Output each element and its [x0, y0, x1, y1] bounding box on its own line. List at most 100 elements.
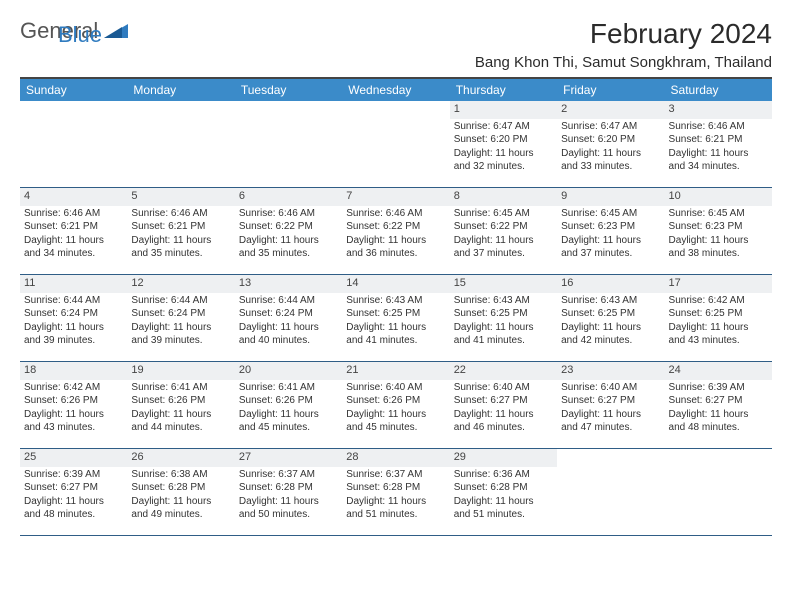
day-details: Sunrise: 6:40 AMSunset: 6:27 PMDaylight:… [450, 380, 557, 440]
day-number: 12 [127, 275, 234, 293]
daylight-line1: Daylight: 11 hours [454, 148, 553, 161]
sunrise-text: Sunrise: 6:44 AM [239, 295, 338, 308]
day-details: Sunrise: 6:46 AMSunset: 6:22 PMDaylight:… [342, 206, 449, 266]
sunrise-text: Sunrise: 6:47 AM [454, 121, 553, 134]
day-details: Sunrise: 6:39 AMSunset: 6:27 PMDaylight:… [665, 380, 772, 440]
daylight-line1: Daylight: 11 hours [24, 235, 123, 248]
day-cell: 21Sunrise: 6:40 AMSunset: 6:26 PMDayligh… [342, 362, 449, 448]
day-cell: 16Sunrise: 6:43 AMSunset: 6:25 PMDayligh… [557, 275, 664, 361]
sunrise-text: Sunrise: 6:36 AM [454, 469, 553, 482]
daylight-line2: and 32 minutes. [454, 161, 553, 174]
day-details: Sunrise: 6:37 AMSunset: 6:28 PMDaylight:… [235, 467, 342, 527]
sunrise-text: Sunrise: 6:38 AM [131, 469, 230, 482]
day-details: Sunrise: 6:46 AMSunset: 6:21 PMDaylight:… [127, 206, 234, 266]
sunrise-text: Sunrise: 6:46 AM [239, 208, 338, 221]
day-details: Sunrise: 6:47 AMSunset: 6:20 PMDaylight:… [450, 119, 557, 179]
day-cell: 2Sunrise: 6:47 AMSunset: 6:20 PMDaylight… [557, 101, 664, 187]
weekday-header: Friday [557, 79, 664, 101]
sunrise-text: Sunrise: 6:46 AM [24, 208, 123, 221]
sunrise-text: Sunrise: 6:37 AM [346, 469, 445, 482]
sunrise-text: Sunrise: 6:42 AM [669, 295, 768, 308]
day-cell [665, 449, 772, 535]
weekday-header: Monday [127, 79, 234, 101]
day-cell: 7Sunrise: 6:46 AMSunset: 6:22 PMDaylight… [342, 188, 449, 274]
day-number: 28 [342, 449, 449, 467]
day-cell: 27Sunrise: 6:37 AMSunset: 6:28 PMDayligh… [235, 449, 342, 535]
day-number: 15 [450, 275, 557, 293]
daylight-line1: Daylight: 11 hours [346, 235, 445, 248]
sunset-text: Sunset: 6:21 PM [669, 134, 768, 147]
daylight-line1: Daylight: 11 hours [454, 409, 553, 422]
sunrise-text: Sunrise: 6:41 AM [239, 382, 338, 395]
day-details: Sunrise: 6:45 AMSunset: 6:23 PMDaylight:… [665, 206, 772, 266]
daylight-line1: Daylight: 11 hours [454, 322, 553, 335]
day-cell: 25 Sunrise: 6:39 AMSunset: 6:27 PMDayligh… [20, 449, 127, 535]
sunset-text: Sunset: 6:25 PM [454, 308, 553, 321]
day-details: Sunrise: 6:44 AMSunset: 6:24 PMDaylight:… [20, 293, 127, 353]
day-cell [20, 101, 127, 187]
daylight-line2: and 33 minutes. [561, 161, 660, 174]
sunrise-text: Sunrise: 6:42 AM [24, 382, 123, 395]
daylight-line1: Daylight: 11 hours [346, 409, 445, 422]
day-details: Sunrise: 6:42 AMSunset: 6:25 PMDaylight:… [665, 293, 772, 353]
weekday-header-row: SundayMondayTuesdayWednesdayThursdayFrid… [20, 79, 772, 101]
day-details: Sunrise: 6:42 AMSunset: 6:26 PMDaylight:… [20, 380, 127, 440]
day-cell: 28Sunrise: 6:37 AMSunset: 6:28 PMDayligh… [342, 449, 449, 535]
day-details: Sunrise: 6:46 AMSunset: 6:21 PMDaylight:… [665, 119, 772, 179]
weekday-header: Sunday [20, 79, 127, 101]
day-number: 4 [20, 188, 127, 206]
daylight-line2: and 40 minutes. [239, 335, 338, 348]
day-cell: 4Sunrise: 6:46 AMSunset: 6:21 PMDaylight… [20, 188, 127, 274]
sunset-text: Sunset: 6:20 PM [454, 134, 553, 147]
daylight-line1: Daylight: 11 hours [131, 496, 230, 509]
week-row: 1Sunrise: 6:47 AMSunset: 6:20 PMDaylight… [20, 101, 772, 188]
sunset-text: Sunset: 6:24 PM [24, 308, 123, 321]
daylight-line1: Daylight: 11 hours [669, 148, 768, 161]
daylight-line1: Daylight: 11 hours [561, 235, 660, 248]
sunrise-text: Sunrise: 6:43 AM [346, 295, 445, 308]
daylight-line2: and 45 minutes. [346, 422, 445, 435]
daylight-line2: and 36 minutes. [346, 248, 445, 261]
sunset-text: Sunset: 6:27 PM [24, 482, 123, 495]
daylight-line2: and 44 minutes. [131, 422, 230, 435]
day-details [665, 467, 772, 473]
day-cell [127, 101, 234, 187]
day-number: 27 [235, 449, 342, 467]
sunset-text: Sunset: 6:26 PM [131, 395, 230, 408]
sunset-text: Sunset: 6:27 PM [454, 395, 553, 408]
daylight-line1: Daylight: 11 hours [454, 235, 553, 248]
day-number: 10 [665, 188, 772, 206]
day-cell [557, 449, 664, 535]
daylight-line1: Daylight: 11 hours [131, 322, 230, 335]
daylight-line2: and 43 minutes. [669, 335, 768, 348]
sunset-text: Sunset: 6:27 PM [669, 395, 768, 408]
day-cell: 9Sunrise: 6:45 AMSunset: 6:23 PMDaylight… [557, 188, 664, 274]
daylight-line1: Daylight: 11 hours [24, 496, 123, 509]
page-header: General Blue February 2024 Bang Khon Thi… [20, 18, 772, 71]
day-cell: 17Sunrise: 6:42 AMSunset: 6:25 PMDayligh… [665, 275, 772, 361]
sunset-text: Sunset: 6:21 PM [131, 221, 230, 234]
sunset-text: Sunset: 6:25 PM [669, 308, 768, 321]
daylight-line2: and 43 minutes. [24, 422, 123, 435]
title-block: February 2024 Bang Khon Thi, Samut Songk… [475, 18, 772, 71]
sunset-text: Sunset: 6:22 PM [239, 221, 338, 234]
week-row: 25Sunrise: 6:39 AMSunset: 6:27 PMDayligh… [20, 449, 772, 536]
day-details: Sunrise: 6:44 AMSunset: 6:24 PMDaylight:… [127, 293, 234, 353]
daylight-line2: and 35 minutes. [131, 248, 230, 261]
sunrise-text: Sunrise: 6:39 AM [24, 469, 123, 482]
day-number: 25 [20, 449, 127, 467]
logo-text-blue: Blue [58, 22, 102, 47]
day-number: 8 [450, 188, 557, 206]
sunrise-text: Sunrise: 6:43 AM [561, 295, 660, 308]
day-details: Sunrise: 6:37 AMSunset: 6:28 PMDaylight:… [342, 467, 449, 527]
daylight-line2: and 45 minutes. [239, 422, 338, 435]
sunset-text: Sunset: 6:26 PM [24, 395, 123, 408]
weekday-header: Wednesday [342, 79, 449, 101]
day-number: 7 [342, 188, 449, 206]
daylight-line1: Daylight: 11 hours [669, 235, 768, 248]
sunset-text: Sunset: 6:22 PM [454, 221, 553, 234]
day-details: Sunrise: 6:36 AMSunset: 6:28 PMDaylight:… [450, 467, 557, 527]
day-number: 19 [127, 362, 234, 380]
sunrise-text: Sunrise: 6:44 AM [24, 295, 123, 308]
day-cell: 20Sunrise: 6:41 AMSunset: 6:26 PMDayligh… [235, 362, 342, 448]
